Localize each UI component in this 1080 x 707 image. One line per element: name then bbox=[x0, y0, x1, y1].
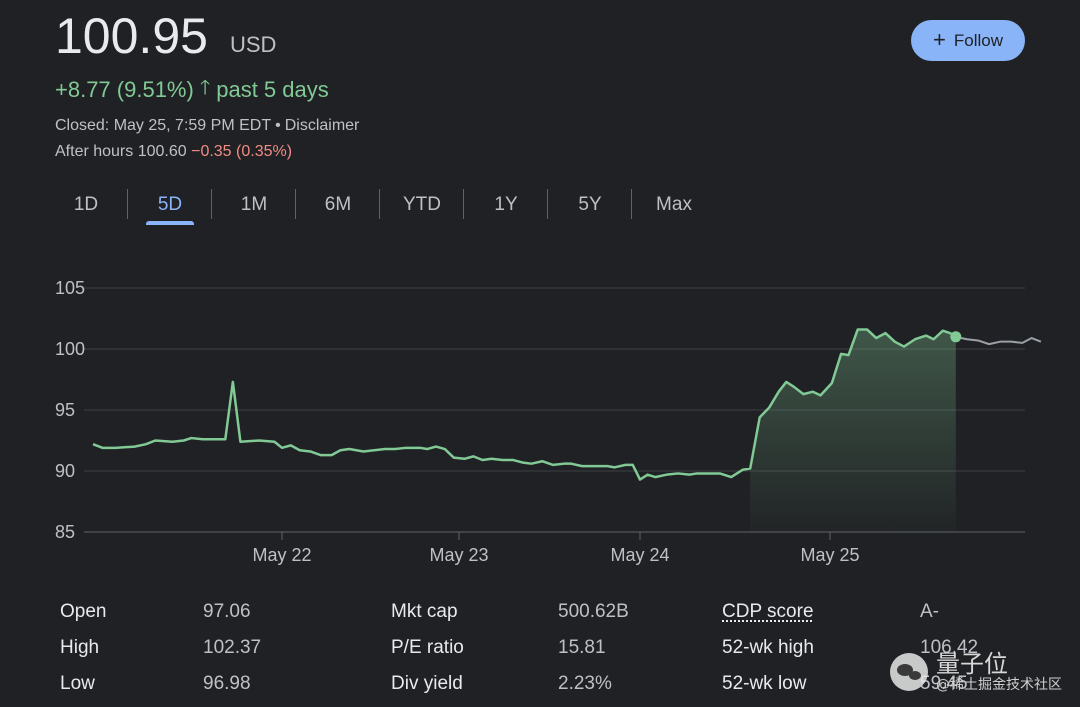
change-period: past 5 days bbox=[216, 77, 329, 102]
tab-label: YTD bbox=[403, 194, 441, 215]
series-line-regular bbox=[92, 328, 957, 481]
x-tick-label: May 23 bbox=[429, 545, 488, 565]
tab-1y[interactable]: 1Y bbox=[464, 185, 548, 225]
tab-label: 5D bbox=[157, 194, 183, 215]
arrow-up-icon: 🡑 bbox=[199, 77, 211, 99]
price-chart[interactable]: 85 90 95 100 105 May 22 May 23 May 24 May 25 bbox=[0, 270, 1080, 580]
stat-label-open: Open bbox=[60, 601, 107, 622]
series-area bbox=[750, 329, 956, 532]
stat-label-div-yield: Div yield bbox=[391, 673, 463, 694]
stat-value-52wk-low: 59.45 bbox=[920, 673, 968, 694]
stat-label-low: Low bbox=[60, 673, 95, 694]
x-tick-label: May 25 bbox=[800, 545, 859, 565]
watermark-sub: @稀土掘金技术社区 bbox=[936, 676, 1062, 693]
stat-value-pe-ratio: 15.81 bbox=[558, 637, 606, 658]
stock-price: 100.95 bbox=[55, 8, 208, 64]
watermark: 量子位 @稀土掘金技术社区 bbox=[890, 651, 1062, 693]
stat-value-cdp-score: A- bbox=[920, 601, 939, 622]
tab-5y[interactable]: 5Y bbox=[548, 185, 632, 225]
tab-label: 1D bbox=[73, 194, 99, 215]
y-tick-label: 105 bbox=[55, 278, 85, 298]
tab-label: 1M bbox=[240, 194, 268, 215]
after-hours-change: −0.35 (0.35%) bbox=[191, 143, 293, 160]
stat-label-cdp-score[interactable]: CDP score bbox=[722, 601, 814, 622]
y-tick-label: 95 bbox=[55, 400, 75, 420]
after-hours-price: After hours 100.60 bbox=[55, 143, 187, 160]
range-tabs: 1D 5D 1M 6M YTD 1Y 5Y Max bbox=[44, 185, 716, 225]
tab-1d[interactable]: 1D bbox=[44, 185, 128, 225]
y-tick-label: 90 bbox=[55, 461, 75, 481]
price-change: +8.77 (9.51%) 🡑 past 5 days bbox=[55, 73, 329, 107]
follow-label: Follow bbox=[953, 30, 1003, 50]
disclaimer-link[interactable]: Disclaimer bbox=[284, 117, 360, 134]
plus-icon: + bbox=[933, 26, 946, 52]
currency-label: USD bbox=[230, 32, 277, 57]
tab-label: 6M bbox=[324, 194, 352, 215]
stat-value-52wk-high: 106.42 bbox=[920, 637, 979, 658]
stat-value-div-yield: 2.23% bbox=[558, 673, 612, 694]
market-status: Closed: May 25, 7:59 PM EDT • Disclaimer bbox=[55, 117, 360, 134]
tab-label: 1Y bbox=[494, 194, 518, 215]
x-tick-label: May 22 bbox=[252, 545, 311, 565]
tab-max[interactable]: Max bbox=[632, 185, 716, 225]
watermark-main: 量子位 bbox=[936, 650, 1008, 679]
after-hours: After hours 100.60 −0.35 (0.35%) bbox=[55, 143, 292, 161]
wechat-logo-icon bbox=[890, 653, 928, 692]
stat-label-high: High bbox=[60, 637, 100, 658]
y-tick-label: 100 bbox=[55, 339, 85, 359]
x-tick-label: May 24 bbox=[610, 545, 669, 565]
tab-1m[interactable]: 1M bbox=[212, 185, 296, 225]
tab-6m[interactable]: 6M bbox=[296, 185, 380, 225]
close-marker bbox=[950, 331, 962, 343]
series-line-after-hours bbox=[955, 335, 1042, 346]
stat-value-mkt-cap: 500.62B bbox=[558, 601, 629, 622]
stat-label-52wk-high: 52-wk high bbox=[722, 637, 814, 658]
closed-time: Closed: May 25, 7:59 PM EDT bbox=[55, 117, 272, 134]
stat-label-pe-ratio: P/E ratio bbox=[391, 637, 464, 658]
tab-5d[interactable]: 5D bbox=[128, 185, 212, 225]
stat-value-high: 102.37 bbox=[203, 637, 262, 658]
tab-ytd[interactable]: YTD bbox=[380, 185, 464, 225]
stat-label-mkt-cap: Mkt cap bbox=[391, 601, 458, 622]
stat-value-low: 96.98 bbox=[203, 673, 251, 694]
change-value: +8.77 (9.51%) bbox=[55, 77, 194, 102]
tab-label: 5Y bbox=[578, 194, 602, 215]
stat-value-open: 97.06 bbox=[203, 601, 251, 622]
follow-button[interactable]: + Follow bbox=[911, 20, 1025, 61]
stat-label-52wk-low: 52-wk low bbox=[722, 673, 807, 694]
y-tick-label: 85 bbox=[55, 522, 75, 542]
key-stats: Open 97.06 High 102.37 Low 96.98 Mkt cap… bbox=[60, 595, 1060, 700]
tab-label: Max bbox=[656, 194, 692, 215]
